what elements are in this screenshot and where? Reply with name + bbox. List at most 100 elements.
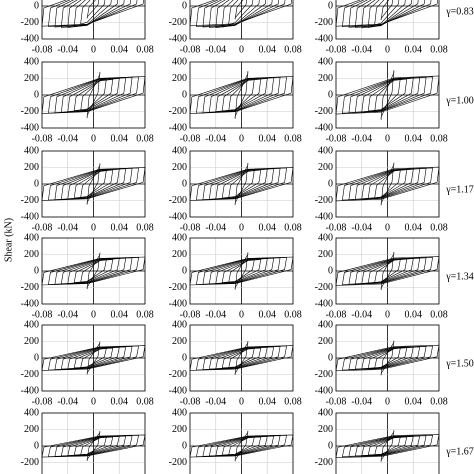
- y-tick-label: 0: [34, 89, 39, 100]
- panel-annotation: γ=1.50: [445, 358, 474, 369]
- y-tick-label: -400: [315, 33, 333, 44]
- hysteresis-loop: [86, 252, 101, 290]
- x-tick-label: 0.04: [259, 44, 277, 55]
- y-tick-label: -400: [169, 33, 187, 44]
- y-tick-label: 400: [172, 319, 187, 330]
- y-tick-label: 200: [24, 162, 39, 173]
- y-tick-label: -200: [315, 369, 333, 380]
- y-tick-label: 200: [24, 424, 39, 435]
- hysteresis-loop: [86, 431, 101, 461]
- hysteresis-loop: [86, 341, 101, 375]
- plot-frame: [335, 0, 440, 40]
- y-tick-label: 400: [172, 407, 187, 418]
- x-tick-label: -0.08: [326, 44, 347, 55]
- x-tick-label: -0.04: [57, 222, 78, 233]
- y-tick-label: 200: [172, 73, 187, 84]
- x-tick-label: 0.04: [259, 396, 277, 407]
- y-tick-label: -200: [21, 282, 39, 293]
- hysteresis-loop: [60, 0, 125, 28]
- y-tick-label: -400: [315, 385, 333, 396]
- hysteresis-loop: [380, 251, 395, 291]
- y-tick-label: -200: [169, 282, 187, 293]
- plot-frame: [41, 0, 146, 40]
- x-tick-label: -0.04: [205, 133, 226, 144]
- y-tick-label: 400: [172, 145, 187, 156]
- y-tick-label: -200: [169, 195, 187, 206]
- x-tick-label: 0.08: [284, 309, 302, 320]
- y-tick-label: 200: [172, 162, 187, 173]
- hysteresis-loop: [189, 0, 292, 27]
- hysteresis-loop: [380, 0, 393, 21]
- panel-annotation: γ=0.83: [445, 6, 474, 17]
- hysteresis-loop: [86, 163, 101, 205]
- y-tick-label: -200: [169, 457, 187, 468]
- plot-frame: [335, 324, 440, 392]
- x-tick-label: 0.08: [284, 396, 302, 407]
- x-tick-label: 0.04: [405, 396, 423, 407]
- hysteresis-loop: [342, 257, 433, 285]
- x-tick-label: 0.08: [136, 222, 154, 233]
- y-tick-label: -200: [315, 282, 333, 293]
- hysteresis-loop: [234, 341, 249, 375]
- x-tick-label: -0.08: [180, 133, 201, 144]
- plot-frame: [335, 412, 440, 474]
- y-tick-label: -200: [169, 106, 187, 117]
- y-tick-label: 400: [172, 56, 187, 67]
- x-tick-label: 0: [239, 44, 244, 55]
- x-tick-label: 0.08: [430, 133, 448, 144]
- x-tick-label: -0.08: [180, 396, 201, 407]
- x-tick-label: -0.08: [326, 396, 347, 407]
- hysteresis-loop: [196, 0, 286, 27]
- y-tick-label: 0: [182, 89, 187, 100]
- plot-frame: [41, 324, 146, 392]
- x-tick-label: -0.04: [205, 222, 226, 233]
- x-tick-label: 0.04: [111, 396, 129, 407]
- hysteresis-loop: [342, 434, 433, 458]
- y-tick-label: -200: [21, 106, 39, 117]
- y-tick-label: 200: [172, 424, 187, 435]
- y-tick-label: -400: [21, 298, 39, 309]
- plot-frame: [189, 324, 294, 392]
- hysteresis-loop: [86, 71, 101, 119]
- plot-frame: [189, 150, 294, 218]
- x-tick-label: -0.04: [57, 44, 78, 55]
- y-tick-label: 400: [172, 232, 187, 243]
- x-tick-label: -0.04: [205, 44, 226, 55]
- y-tick-label: -200: [315, 17, 333, 28]
- plot-frame: [335, 237, 440, 305]
- y-tick-label: -400: [21, 385, 39, 396]
- x-tick-label: 0.04: [111, 44, 129, 55]
- y-tick-label: 200: [318, 73, 333, 84]
- x-tick-label: 0.08: [136, 309, 154, 320]
- y-tick-label: 0: [182, 440, 187, 451]
- y-tick-label: 200: [318, 424, 333, 435]
- x-tick-label: 0: [385, 309, 390, 320]
- x-tick-label: 0: [239, 133, 244, 144]
- x-tick-label: 0: [91, 44, 96, 55]
- y-tick-label: 0: [328, 178, 333, 189]
- plot-frame: [189, 412, 294, 474]
- y-tick-label: -400: [21, 122, 39, 133]
- y-tick-label: -200: [21, 17, 39, 28]
- y-tick-label: -200: [21, 457, 39, 468]
- hysteresis-loop: [234, 0, 248, 20]
- y-tick-label: -200: [169, 17, 187, 28]
- y-tick-label: 400: [318, 232, 333, 243]
- hysteresis-loop: [80, 0, 106, 25]
- plot-frame: [189, 61, 294, 129]
- panel-annotation: γ=1.67: [445, 446, 474, 457]
- y-tick-label: 400: [24, 56, 39, 67]
- hysteresis-loop: [73, 259, 114, 283]
- hysteresis-loop: [342, 167, 433, 201]
- y-tick-label: 0: [328, 89, 333, 100]
- y-tick-label: 0: [182, 0, 187, 11]
- plot-frame: [41, 237, 146, 305]
- y-tick-label: 0: [328, 352, 333, 363]
- y-tick-label: -200: [315, 106, 333, 117]
- hysteresis-loop: [342, 345, 433, 371]
- hysteresis-loop: [221, 169, 262, 199]
- panel-annotation: γ=1.17: [445, 184, 474, 195]
- x-tick-label: 0.04: [111, 133, 129, 144]
- x-tick-label: 0.08: [136, 396, 154, 407]
- y-tick-label: 200: [318, 162, 333, 173]
